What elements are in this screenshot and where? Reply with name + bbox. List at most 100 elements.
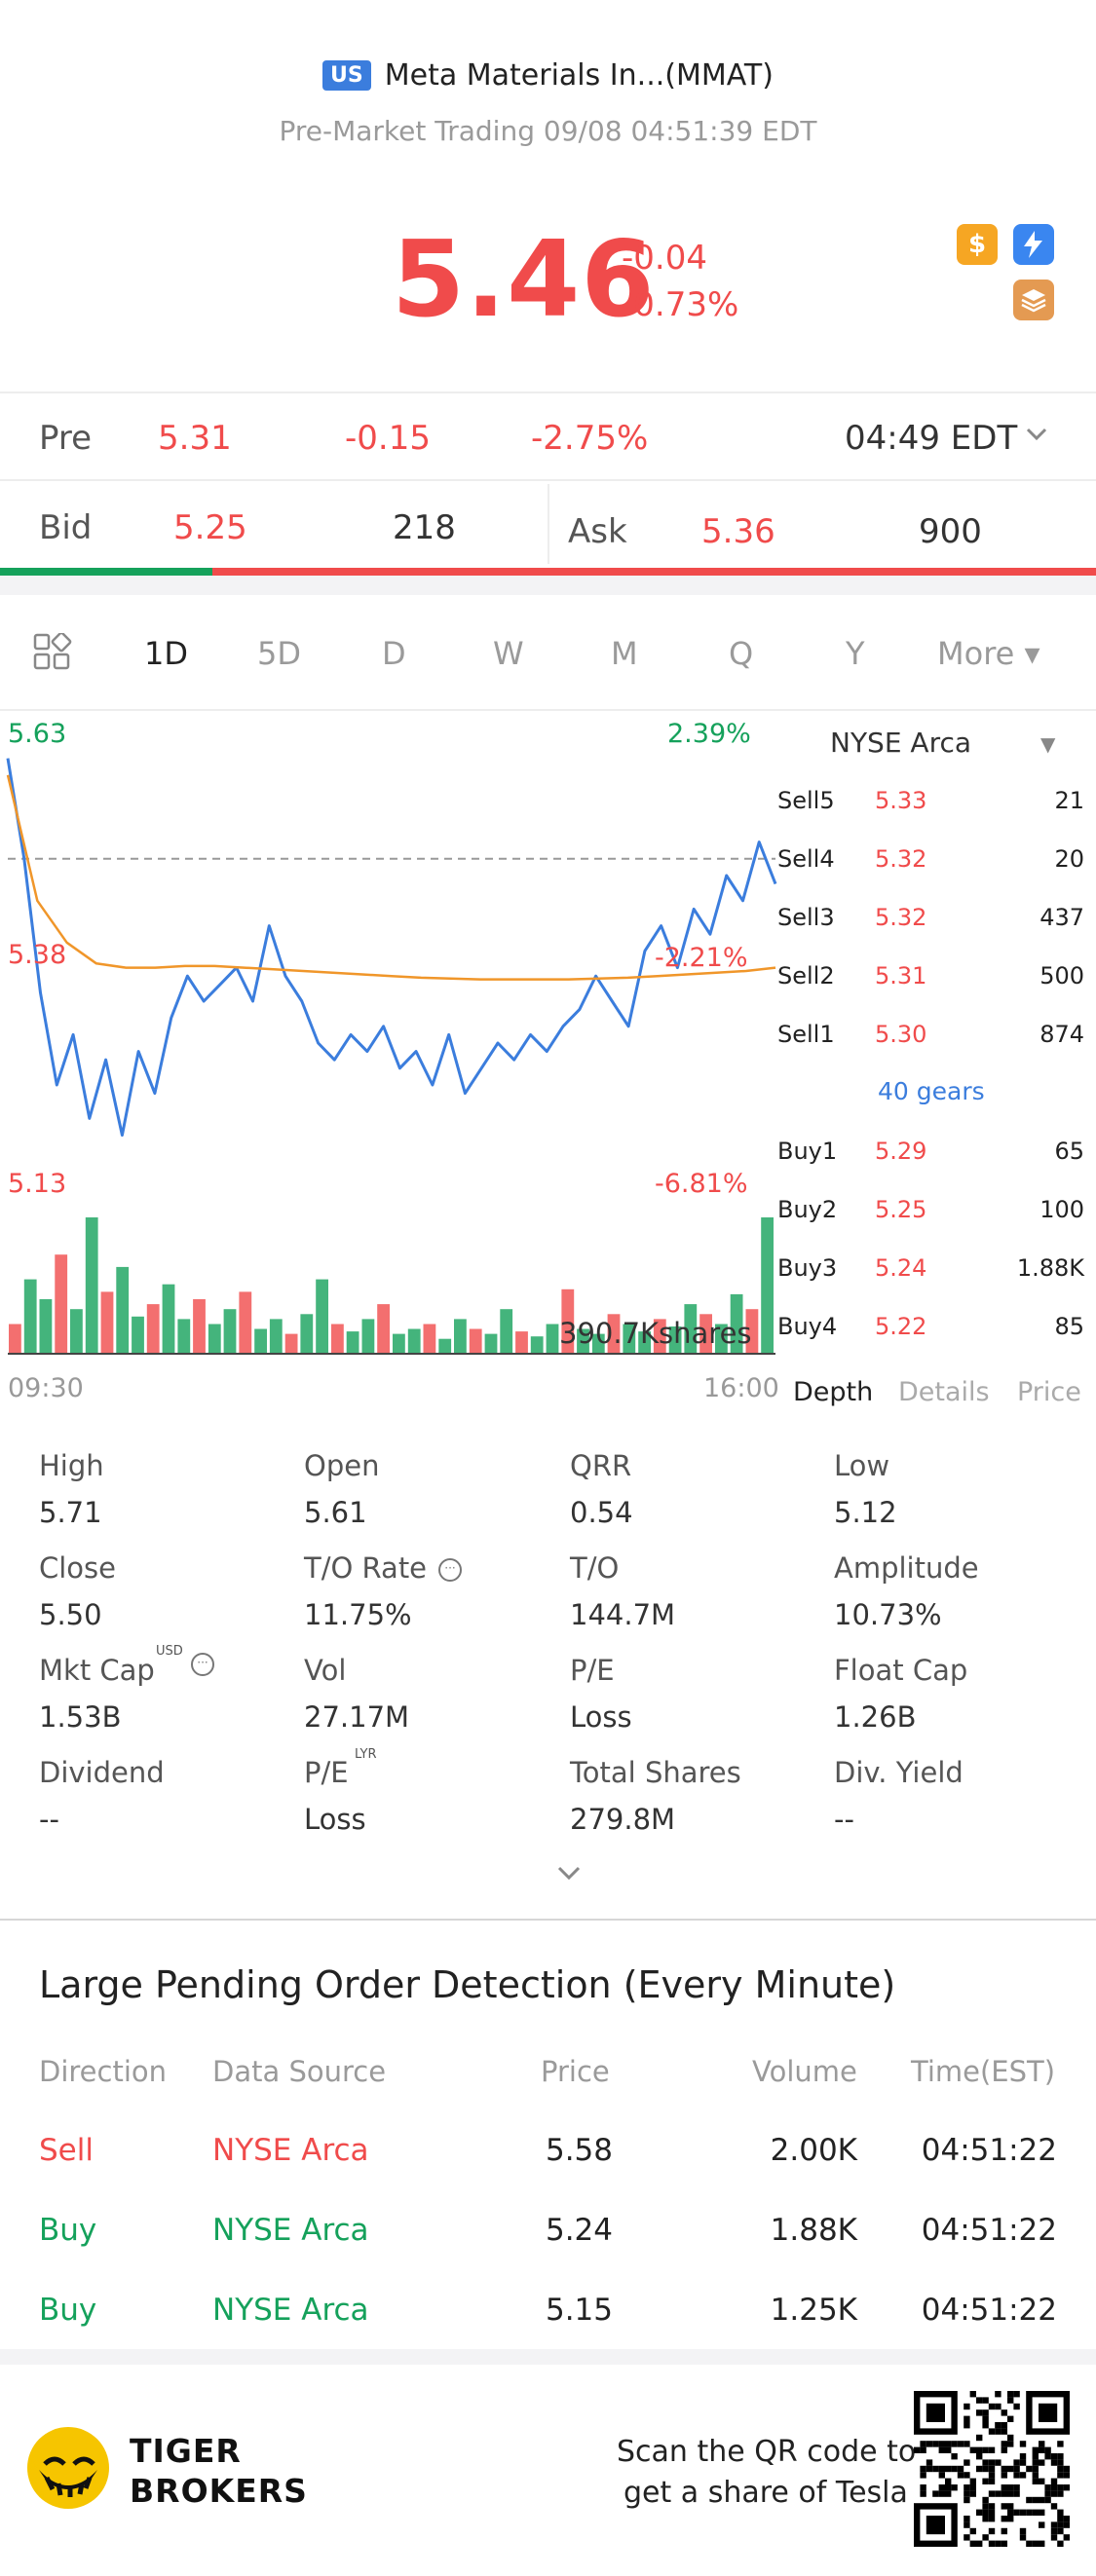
stat-label: Total Shares <box>570 1756 741 1789</box>
buy-level-size: 1.88K <box>1016 1254 1084 1282</box>
expand-chevron-icon[interactable] <box>555 1860 583 1889</box>
volume-bar <box>653 1319 666 1354</box>
volume-bar <box>607 1314 621 1354</box>
volume-bar <box>331 1324 344 1354</box>
volume-bar <box>715 1324 728 1354</box>
chevron-down-icon[interactable] <box>1023 421 1050 456</box>
volume-bar <box>100 1291 114 1354</box>
tab-5d[interactable]: 5D <box>257 635 301 672</box>
chart-layout-icon[interactable] <box>33 631 72 672</box>
price-change: -0.04 <box>622 239 707 278</box>
pct-label-high: 2.39% <box>667 719 751 749</box>
stat-value: 5.61 <box>304 1496 367 1529</box>
pre-time[interactable]: 04:49 EDT <box>845 419 1018 458</box>
stat-value: 11.75% <box>304 1598 412 1631</box>
stat-value: 1.53B <box>39 1700 122 1734</box>
ask-price: 5.36 <box>701 512 775 551</box>
stat-value: Loss <box>304 1803 366 1836</box>
info-icon[interactable]: ··· <box>191 1653 214 1676</box>
order-time: 04:51:22 <box>921 2213 1057 2248</box>
last-price: 5.46 <box>392 219 656 341</box>
tab-w[interactable]: W <box>493 635 524 672</box>
buy-level-size: 65 <box>1054 1138 1084 1165</box>
volume-bar <box>208 1324 221 1354</box>
volume-bar <box>393 1333 405 1354</box>
stat-value: 5.12 <box>834 1496 897 1529</box>
tab-d[interactable]: D <box>382 635 406 672</box>
pre-change-pct: -2.75% <box>531 419 649 458</box>
y-label-low: 5.13 <box>8 1169 67 1199</box>
volume-bar <box>9 1324 21 1354</box>
sell-row: Sell5 5.33 21 <box>777 787 1084 826</box>
buy-row: Buy1 5.29 65 <box>777 1138 1084 1176</box>
buy-level-price: 5.25 <box>875 1196 927 1223</box>
volume-bar <box>699 1314 712 1354</box>
y-label-high: 5.63 <box>8 719 67 749</box>
x-label-end: 16:00 <box>703 1373 779 1403</box>
volume-bar <box>55 1254 68 1354</box>
stat-label: Div. Yield <box>834 1756 964 1789</box>
order-direction: Buy <box>39 2213 97 2248</box>
col-time: Time(EST) <box>911 2055 1056 2088</box>
buy-level-size: 85 <box>1054 1313 1084 1340</box>
intraday-chart[interactable] <box>0 711 779 1373</box>
volume-plot <box>8 1217 775 1355</box>
bid-ask-divider <box>548 484 549 564</box>
sell-level-label: Sell4 <box>777 845 835 873</box>
stat-value: 1.26B <box>834 1700 917 1734</box>
flash-icon[interactable] <box>1013 224 1054 265</box>
tab-depth[interactable]: Depth <box>793 1377 874 1407</box>
volume-bar <box>269 1319 283 1354</box>
buy-level-size: 100 <box>1039 1196 1084 1223</box>
sell-level-size: 20 <box>1054 845 1084 873</box>
sell-level-size: 21 <box>1054 787 1084 814</box>
volume-bar <box>23 1279 37 1354</box>
tab-price[interactable]: Price <box>1017 1377 1081 1407</box>
stat-label: P/E <box>570 1654 615 1687</box>
qr-code-icon[interactable] <box>914 2391 1070 2547</box>
tab-1d[interactable]: 1D <box>144 635 188 672</box>
stat-value: 5.50 <box>39 1598 102 1631</box>
exchange-selector[interactable]: NYSE Arca <box>830 727 972 759</box>
stock-title[interactable]: Meta Materials In...(MMAT) <box>384 58 774 93</box>
volume-bar <box>223 1309 237 1354</box>
tiger-logo-icon <box>27 2427 109 2509</box>
stat-label: Close <box>39 1551 116 1585</box>
tab-q[interactable]: Q <box>729 635 754 672</box>
tab-y[interactable]: Y <box>846 635 865 672</box>
volume-bar <box>546 1324 559 1354</box>
volume-bar <box>684 1304 698 1354</box>
sell-level-label: Sell5 <box>777 787 835 814</box>
volume-bar <box>761 1217 774 1354</box>
dollar-icon[interactable]: $ <box>957 224 998 265</box>
order-source: NYSE Arca <box>212 2213 369 2248</box>
buy-row: Buy3 5.24 1.88K <box>777 1254 1084 1293</box>
tab-m[interactable]: M <box>611 635 638 672</box>
layers-icon[interactable] <box>1013 280 1054 320</box>
volume-bar <box>500 1309 513 1354</box>
brand-name-line1: TIGER <box>130 2432 242 2470</box>
info-icon[interactable]: ··· <box>438 1558 462 1582</box>
volume-bar <box>254 1328 267 1354</box>
volume-bar <box>162 1284 175 1354</box>
ask-label: Ask <box>568 512 627 551</box>
tab-details[interactable]: Details <box>898 1377 990 1407</box>
sell-row: Sell1 5.30 874 <box>777 1021 1084 1060</box>
caret-down-icon[interactable]: ▼ <box>1040 732 1056 756</box>
price-change-pct: -0.73% <box>622 285 739 324</box>
col-data-source: Data Source <box>212 2055 387 2088</box>
y-label-mid: 5.38 <box>8 940 67 970</box>
price-line <box>6 758 777 1138</box>
order-source: NYSE Arca <box>212 2133 369 2168</box>
stat-label: Vol <box>304 1654 347 1687</box>
volume-bar <box>284 1333 298 1354</box>
average-price-line <box>6 774 776 981</box>
section-divider <box>0 576 1096 595</box>
volume-bar <box>407 1328 421 1354</box>
sell-level-size: 437 <box>1039 904 1084 931</box>
market-badge: US <box>322 60 371 91</box>
tab-more[interactable]: More ▾ <box>937 635 1040 672</box>
bid-label: Bid <box>39 508 93 547</box>
volume-bar <box>85 1217 98 1354</box>
gears-link[interactable]: 40 gears <box>878 1077 985 1105</box>
